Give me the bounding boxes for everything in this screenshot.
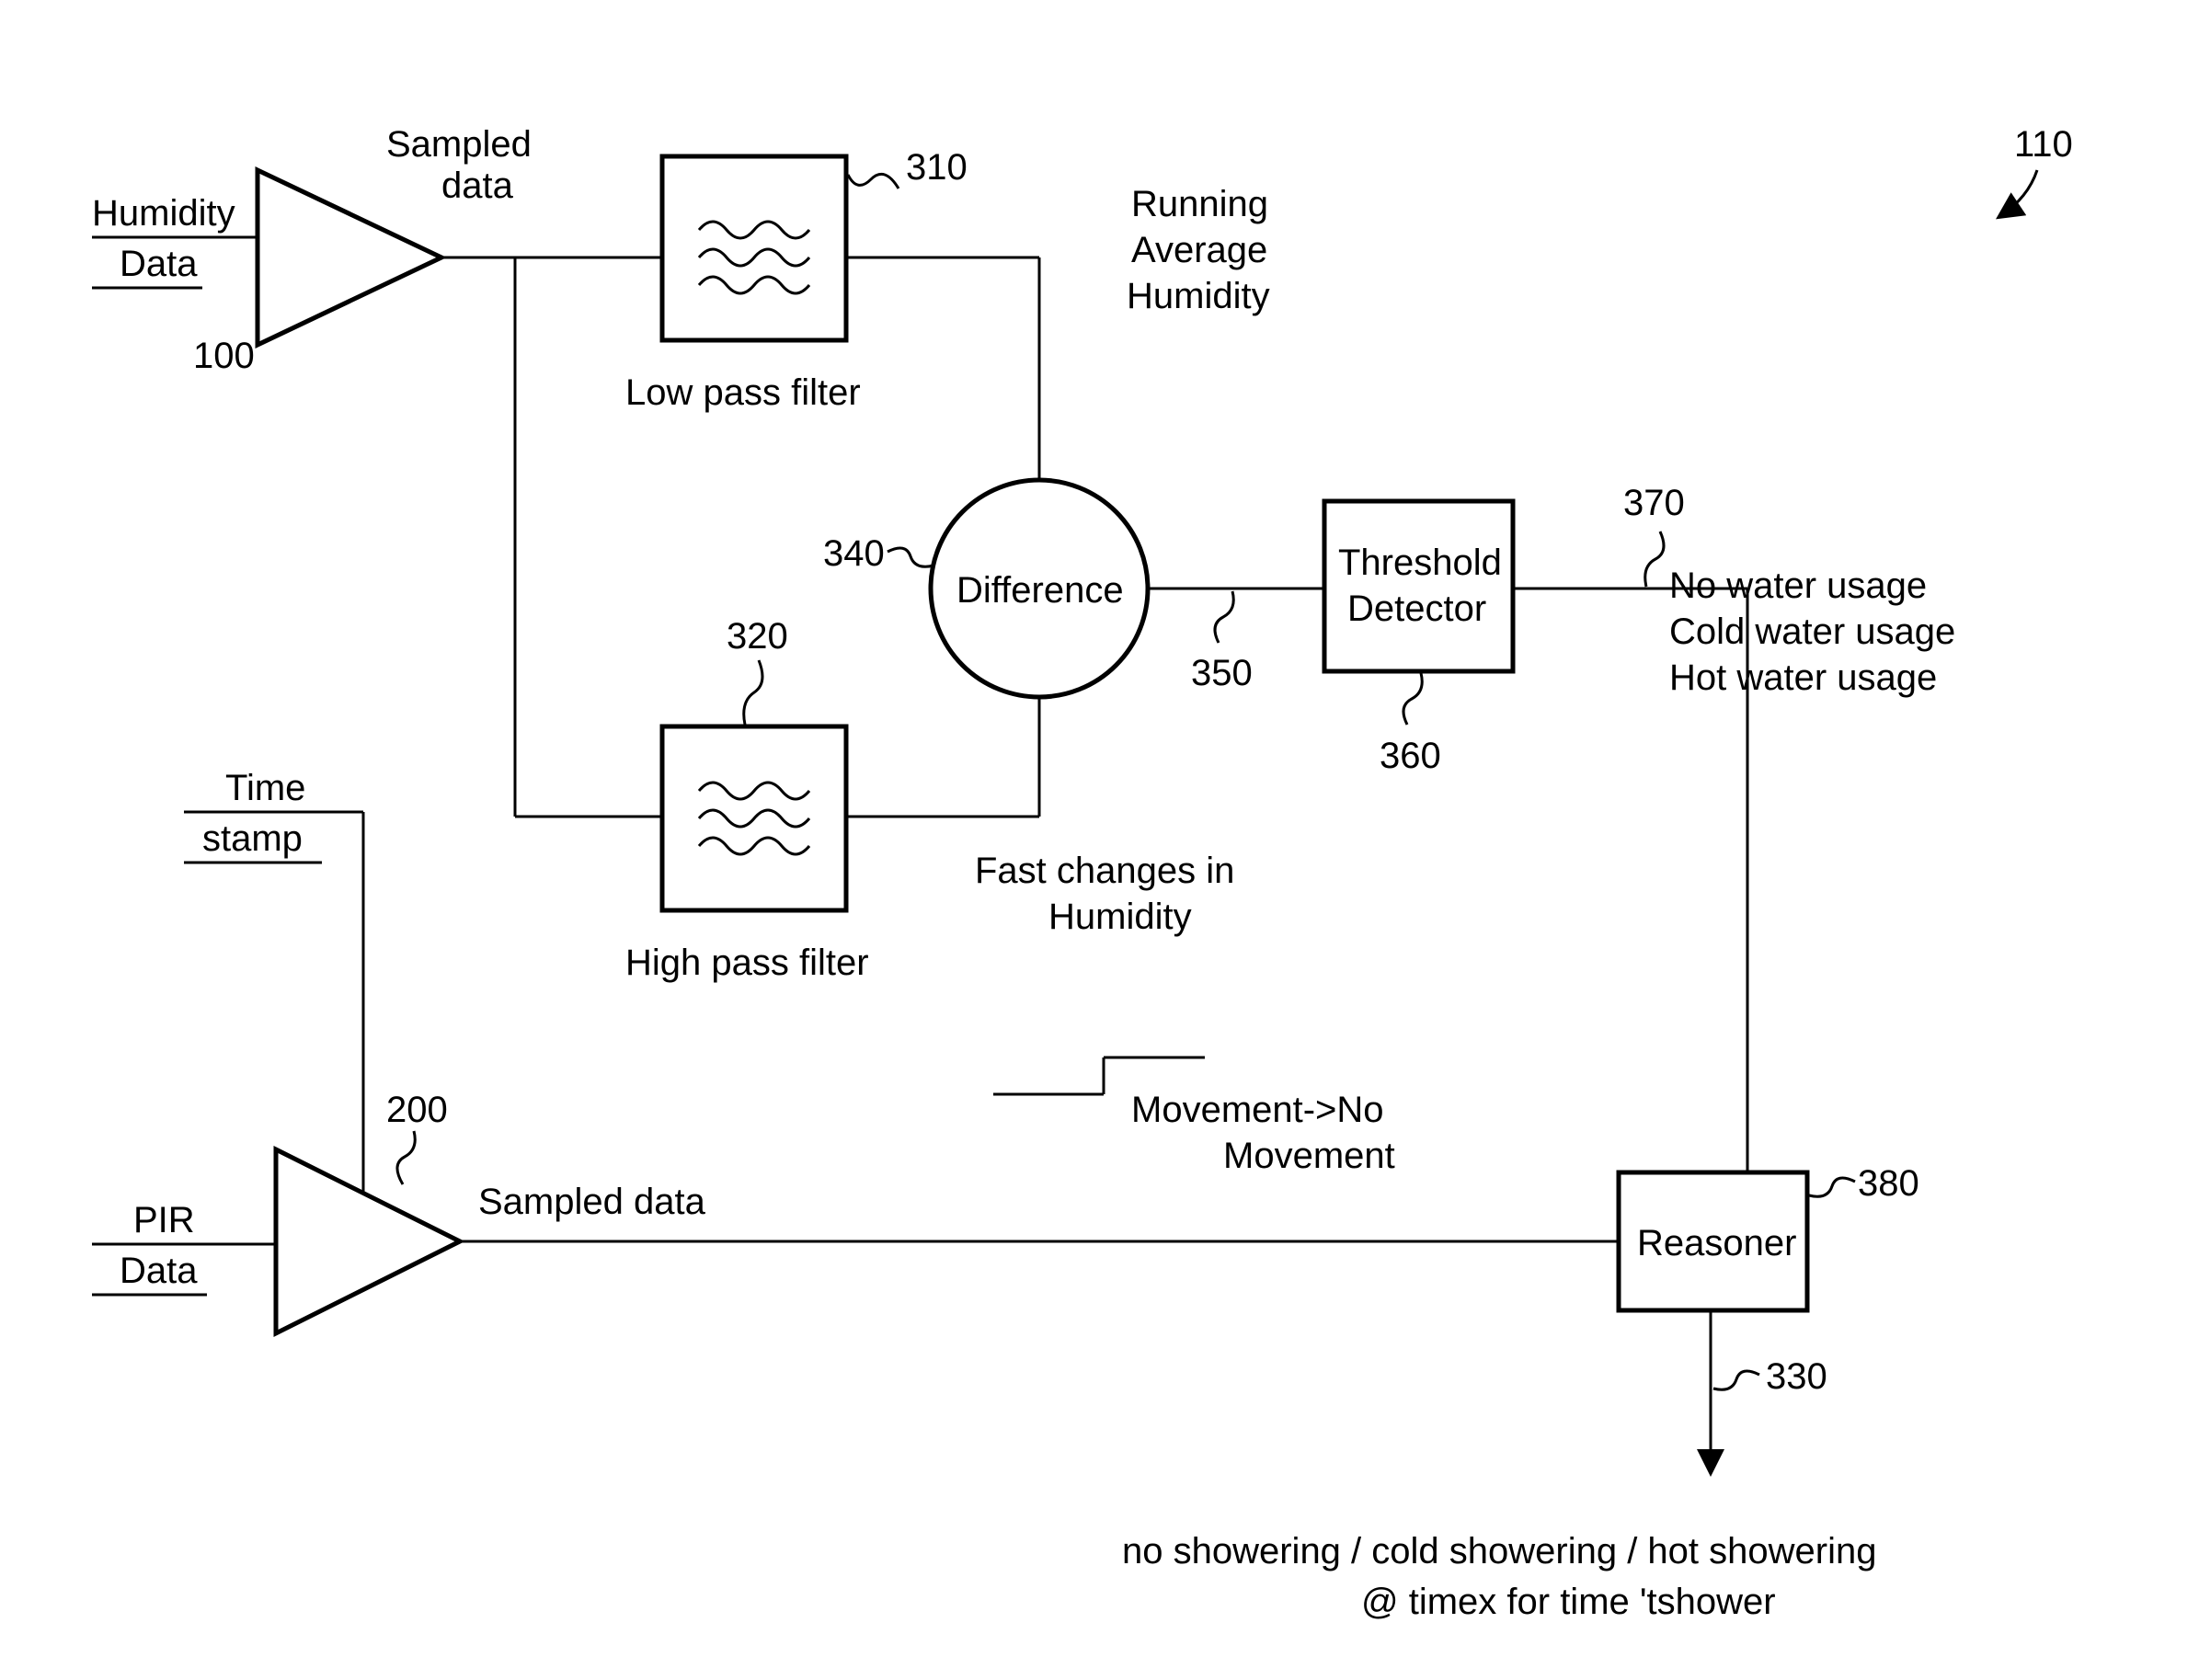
- ref-200: 200: [386, 1090, 448, 1130]
- pir-l1: PIR: [133, 1200, 195, 1240]
- step-icon: [993, 1057, 1205, 1094]
- ref-360: 360: [1380, 736, 1441, 776]
- humidity-label-1: Humidity: [92, 193, 235, 234]
- time-l2: stamp: [202, 818, 303, 859]
- difference-label: Difference: [956, 570, 1124, 611]
- running-avg-3: Humidity: [1127, 276, 1270, 316]
- ref-370: 370: [1623, 483, 1685, 523]
- threshold-block: [1324, 501, 1513, 671]
- ref-320: 320: [727, 616, 788, 657]
- sampled-humidity-1: Sampled: [386, 124, 532, 165]
- movement-2: Movement: [1223, 1136, 1395, 1176]
- lpf-block: [662, 156, 846, 340]
- ref-110: 110: [2014, 124, 2073, 165]
- ref-340: 340: [823, 533, 885, 574]
- thr-out-1: No water usage: [1669, 566, 1927, 606]
- movement-1: Movement->No: [1131, 1090, 1384, 1130]
- running-avg-2: Average: [1131, 230, 1267, 270]
- signal-flow-diagram: Humidity Data 100 Sampled data Low pass …: [0, 0, 2199, 1680]
- ref-330: 330: [1766, 1356, 1827, 1397]
- ref-380: 380: [1858, 1163, 1919, 1204]
- threshold-l2: Detector: [1347, 589, 1486, 629]
- fast-changes-2: Humidity: [1048, 897, 1192, 937]
- output-line-2: @ timex for time 'tshower: [1361, 1582, 1776, 1622]
- pir-l2: Data: [120, 1251, 198, 1291]
- sampled-humidity-2: data: [441, 166, 514, 206]
- fast-changes-1: Fast changes in: [975, 851, 1234, 891]
- humidity-label-2: Data: [120, 244, 198, 284]
- pir-amp: [276, 1149, 460, 1333]
- ref-350: 350: [1191, 653, 1253, 693]
- lpf-label: Low pass filter: [625, 372, 861, 413]
- time-l1: Time: [225, 768, 305, 808]
- sampled-pir: Sampled data: [478, 1182, 706, 1222]
- reasoner-label: Reasoner: [1637, 1223, 1796, 1263]
- output-line-1: no showering / cold showering / hot show…: [1122, 1531, 1876, 1571]
- running-avg-1: Running: [1131, 184, 1268, 224]
- hpf-label: High pass filter: [625, 943, 869, 983]
- ref-310: 310: [906, 147, 968, 188]
- thr-out-2: Cold water usage: [1669, 611, 1955, 652]
- thr-out-3: Hot water usage: [1669, 657, 1937, 698]
- humidity-amp: [258, 170, 441, 345]
- threshold-l1: Threshold: [1338, 543, 1502, 583]
- ref-100: 100: [193, 336, 255, 376]
